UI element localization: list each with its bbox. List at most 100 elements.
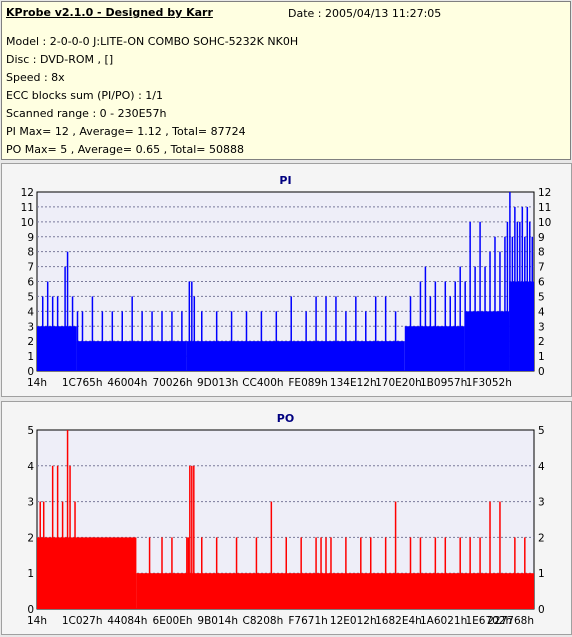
po-bar-spike — [459, 537, 461, 609]
pi-bar-spike — [161, 311, 163, 371]
pi-bar-spike — [71, 296, 74, 371]
po-y-tick-label: 1 — [27, 568, 34, 580]
pi-x-tick-label: 9D013h — [197, 377, 238, 389]
pi-bar-spike — [524, 236, 526, 371]
pi-bar-spike — [444, 281, 447, 371]
po-bar-spike — [148, 537, 151, 609]
pi-x-tick-label: 1C765h — [62, 377, 103, 389]
pi-bar-spike — [479, 221, 481, 371]
po-bar-spike — [325, 537, 327, 609]
po-bar-spike — [81, 537, 84, 609]
pi-y-tick-label-right: 2 — [538, 336, 545, 348]
pi-y-tick-label-right: 6 — [538, 277, 545, 289]
po-bar-spike — [360, 537, 362, 609]
pi-bar-spike — [519, 221, 521, 371]
pi-bar-spike — [469, 221, 471, 371]
po-bar-base — [37, 537, 137, 609]
po-bar-spike — [444, 537, 447, 609]
po-bar-spike — [201, 537, 203, 609]
pi-y-tick-label-right: 9 — [538, 232, 545, 244]
pi-bar-spike — [141, 311, 143, 371]
pi-x-tick-label: 170E20h — [375, 377, 422, 389]
pi-x-tick-label: 1B0957h — [420, 377, 467, 389]
info-range: Scanned range : 0 - 230E57h — [6, 107, 167, 120]
pi-bar-spike — [521, 206, 524, 371]
pi-x-tick-label: 14h — [27, 377, 47, 389]
info-pi-stats: PI Max= 12 , Average= 1.12 , Total= 8772… — [6, 125, 246, 138]
po-bar-spike — [499, 501, 501, 609]
pi-y-tick-label-right: 1 — [538, 351, 545, 363]
pi-bar-spike — [215, 311, 218, 371]
po-bar-spike — [187, 537, 190, 609]
po-bar-spike — [191, 465, 193, 609]
pi-y-tick-label: 6 — [27, 277, 34, 289]
pi-bar-spike — [494, 236, 496, 371]
po-y-tick-label: 5 — [27, 425, 34, 437]
pi-bar-spike — [504, 236, 506, 371]
po-bar-spike — [215, 537, 218, 609]
pi-y-tick-label-right: 0 — [538, 366, 545, 378]
po-bar-spike — [285, 537, 287, 609]
pi-y-tick-label-right: 8 — [538, 247, 545, 259]
pi-bar-spike — [365, 311, 367, 371]
po-bar-spike — [193, 465, 195, 609]
pi-bar-spike — [506, 221, 509, 371]
pi-bar-spike — [76, 311, 79, 371]
pi-bar-spike — [81, 311, 84, 371]
pi-bar-spike — [424, 266, 427, 371]
po-bar-spike — [300, 537, 302, 609]
pi-x-tick-label: 46004h — [107, 377, 147, 389]
po-chart-panel: PO 0 0 1 1 2 2 3 3 4 4 5 5 14h 1C027h 44084h 6E00Eh 9B014… — [1, 401, 572, 635]
pi-bar-spike — [151, 311, 153, 371]
pi-bar-spike — [188, 281, 191, 371]
po-bar-spike — [51, 465, 54, 609]
info-po-stats: PO Max= 5 , Average= 0.65 , Total= 50888 — [6, 143, 244, 156]
app-title: KProbe v2.1.0 - Designed by Karr — [6, 6, 213, 19]
pi-bar-spike — [64, 266, 66, 371]
pi-bar-spike — [131, 296, 133, 371]
pi-bar-spike — [260, 311, 263, 371]
po-x-tick-label: F7671h — [288, 615, 327, 627]
po-x-tick-label: 1682E4h — [375, 615, 422, 627]
pi-bar-spike — [41, 296, 44, 371]
pi-bar-base — [404, 326, 465, 371]
po-bar-spike — [186, 537, 188, 609]
pi-bar-spike — [474, 266, 476, 371]
po-bar-spike — [161, 537, 163, 609]
po-x-tick-label: 1E6702h — [465, 615, 512, 627]
pi-bar-spike — [409, 296, 412, 371]
pi-bar-spike — [305, 311, 307, 371]
po-bar-spike — [320, 537, 322, 609]
pi-y-tick-label: 12 — [21, 187, 34, 199]
info-model: Model : 2-0-0-0 J:LITE-ON COMBO SOHC-523… — [6, 35, 299, 48]
pi-bar-spike — [193, 296, 196, 371]
pi-bar-spike — [511, 236, 514, 371]
po-y-tick-label-right: 3 — [538, 497, 545, 509]
pi-y-tick-label: 3 — [27, 321, 34, 333]
pi-y-tick-label-right: 5 — [538, 291, 545, 303]
pi-bar-spike — [51, 296, 54, 371]
po-bar-spike — [394, 501, 397, 609]
pi-bar-spike — [516, 221, 519, 371]
pi-bar-spike — [529, 221, 531, 371]
pi-bar-spike — [171, 311, 173, 371]
po-y-tick-label-right: 1 — [538, 568, 545, 580]
pi-bar-spike — [101, 311, 104, 371]
po-x-tick-label: C8208h — [243, 615, 284, 627]
pi-y-tick-label: 5 — [27, 291, 34, 303]
po-chart-title: PO — [277, 412, 294, 425]
po-bar-spike — [56, 465, 59, 609]
pi-bar-spike — [56, 296, 59, 371]
pi-bar-spike — [46, 281, 49, 371]
po-x-tick-label: 14h — [27, 615, 47, 627]
po-y-tick-label: 4 — [27, 461, 34, 473]
pi-bar-spike — [394, 311, 397, 371]
pi-bar-spike — [66, 251, 69, 371]
pi-bar-spike — [315, 296, 317, 371]
pi-bar-spike — [464, 281, 466, 371]
pi-bar-spike — [290, 296, 292, 371]
pi-bar-spike — [181, 311, 183, 371]
pi-bar-spike — [484, 266, 486, 371]
pi-chart-title: PI — [279, 174, 291, 187]
